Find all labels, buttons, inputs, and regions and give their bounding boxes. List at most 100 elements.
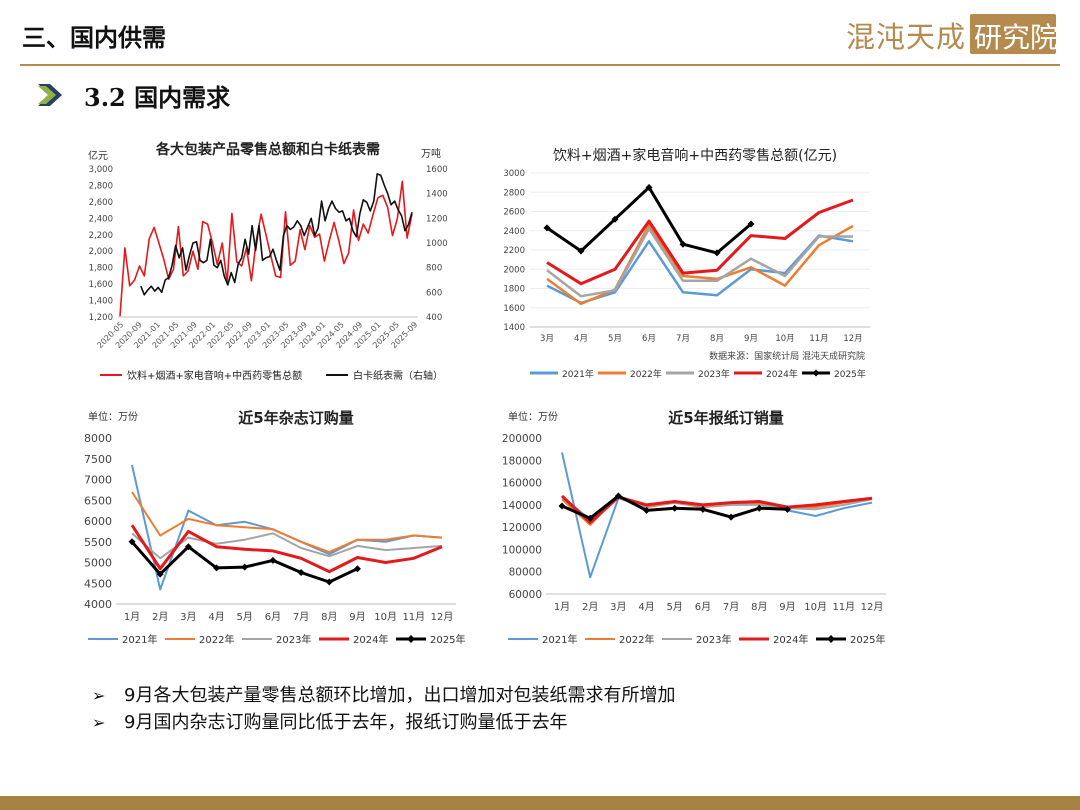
- series-line-2022年: [546, 223, 854, 306]
- company-logo: 混沌天成 研究院: [846, 12, 1058, 56]
- y-tick-left: 2,600: [89, 198, 113, 208]
- y-tick: 200000: [502, 433, 542, 445]
- x-tick-label: 7月: [676, 334, 690, 344]
- legend-label-whitecard: 白卡纸表需（右轴）: [353, 369, 443, 382]
- series-line-2024年: [130, 524, 443, 574]
- bullet-list: ➢ 9月各大包装产量零售总额环比增加，出口增加对包装纸需求有所增加 ➢ 9月国内杂志…: [92, 682, 675, 736]
- chart-packaging-retail-whitecard: 各大包装产品零售总额和白卡纸表需 亿元 万吨 1,200 1,400 1,600 1,800…: [88, 141, 448, 382]
- legend-label: 2025年: [850, 633, 885, 646]
- series-line-2021年: [561, 452, 873, 579]
- x-tick-label: 6月: [695, 601, 711, 613]
- x-tick-label: 5月: [667, 601, 683, 613]
- series-line-2024年: [546, 198, 854, 286]
- y-tick-left: 2,800: [89, 181, 113, 191]
- legend-marker: [407, 635, 415, 643]
- x-tick-label: 8月: [751, 601, 767, 613]
- chart-title: 近5年杂志订购量: [238, 409, 353, 427]
- y-tick: 60000: [509, 589, 542, 601]
- legend-label: 2021年: [122, 633, 157, 646]
- data-point-marker: [213, 564, 221, 572]
- x-tick-label: 10月: [374, 611, 397, 623]
- x-tick-label: 8月: [321, 611, 337, 623]
- legend-label: 2024年: [353, 633, 388, 646]
- header-divider: [20, 64, 1060, 66]
- x-tick-label: 10月: [775, 334, 794, 344]
- y-tick-left: 1,600: [89, 280, 113, 290]
- y-tick-left: 1,400: [89, 297, 113, 307]
- data-point-marker: [543, 224, 551, 232]
- series-line-2021年: [131, 464, 443, 591]
- y-tick-right: 600: [426, 288, 442, 298]
- series-line-2022年: [131, 491, 443, 554]
- section-title: 三、国内供需: [22, 23, 166, 52]
- y-tick-left: 1,200: [89, 313, 113, 323]
- x-tick-label: 1月: [554, 601, 570, 613]
- legend-label: 2021年: [562, 368, 594, 380]
- legend-label: 2022年: [199, 633, 234, 646]
- unit-label: 单位：万份: [88, 410, 138, 423]
- legend-label: 2024年: [773, 633, 808, 646]
- x-tick-label: 5月: [608, 334, 622, 344]
- logo-text: 混沌天成: [846, 20, 967, 54]
- data-point-marker: [586, 514, 594, 522]
- chart-retail-by-year: 饮料+烟酒+家电音响+中西药零售总额(亿元) 1400 1600 1800 2000 22…: [503, 147, 870, 380]
- x-tick-label: 11月: [832, 601, 855, 613]
- subsection-title: 3.2 国内需求: [84, 83, 231, 112]
- x-tick-label: 12月: [431, 611, 454, 623]
- y-tick-left: 1,800: [89, 264, 113, 274]
- y-tick: 4500: [84, 577, 112, 590]
- x-tick-label: 4月: [574, 334, 588, 344]
- x-tick-label: 8月: [710, 334, 724, 344]
- logo-box: [970, 14, 1056, 54]
- legend-label: 2025年: [834, 368, 866, 380]
- y-axis-label-right: 万吨: [421, 147, 441, 160]
- bullet-text: 9月国内杂志订购量同比低于去年，报纸订购量低于去年: [124, 712, 568, 733]
- y-tick-right: 1200: [426, 214, 448, 224]
- series-line-2022年: [561, 494, 873, 526]
- x-tick-label: 11月: [402, 611, 425, 623]
- x-tick-label: 7月: [723, 601, 739, 613]
- data-point-marker: [325, 578, 333, 586]
- data-point-marker: [558, 502, 566, 510]
- data-point-marker: [128, 538, 136, 546]
- legend-label: 2023年: [698, 368, 730, 380]
- x-tick-label: 9月: [779, 601, 795, 613]
- series-line-whitecard: [140, 173, 413, 296]
- data-point-marker: [577, 247, 585, 255]
- data-point-marker: [156, 570, 164, 578]
- legend-label: 2023年: [696, 633, 731, 646]
- bullet-item: ➢ 9月各大包装产量零售总额环比增加，出口增加对包装纸需求有所增加: [92, 682, 675, 709]
- legend-label: 2023年: [276, 633, 311, 646]
- x-tick-label: 10月: [804, 601, 827, 613]
- y-tick: 1600: [503, 304, 525, 314]
- chart-magazine-subscriptions: 单位：万份 近5年杂志订购量 4000 4500 5000 5500 6000 6500 700…: [84, 409, 465, 646]
- y-tick-right: 1600: [426, 165, 448, 175]
- y-tick-right: 1400: [426, 190, 448, 200]
- y-tick: 8000: [84, 432, 112, 445]
- chart-title: 各大包装产品零售总额和白卡纸表需: [155, 141, 380, 158]
- y-tick: 80000: [509, 567, 542, 579]
- y-tick: 3000: [503, 169, 525, 179]
- data-point-marker: [611, 215, 619, 223]
- legend-label: 2022年: [619, 633, 654, 646]
- x-tick-label: 9月: [744, 334, 758, 344]
- y-tick-right: 1000: [426, 239, 448, 249]
- data-point-marker: [671, 504, 679, 512]
- data-point-marker: [727, 513, 735, 521]
- y-tick: 7000: [84, 474, 112, 487]
- y-tick: 1400: [503, 323, 525, 333]
- x-tick-label: 12月: [861, 601, 884, 613]
- y-tick-left: 2,000: [89, 247, 113, 257]
- data-point-marker: [297, 568, 305, 576]
- y-tick: 2200: [503, 246, 525, 256]
- y-tick: 7500: [84, 453, 112, 466]
- y-tick: 140000: [502, 500, 542, 512]
- data-point-marker: [699, 505, 707, 513]
- x-tick-label: 3月: [540, 334, 554, 344]
- y-tick-left: 2,200: [89, 231, 113, 241]
- y-tick: 6500: [84, 494, 112, 507]
- arrow-bullet-icon: ➢: [92, 686, 106, 705]
- x-tick-label: 6月: [642, 334, 656, 344]
- chart-newspaper-sales: 单位：万份 近5年报纸订销量 60000 80000 100000 120000 14000…: [502, 409, 886, 646]
- chart-title: 近5年报纸订销量: [668, 409, 783, 427]
